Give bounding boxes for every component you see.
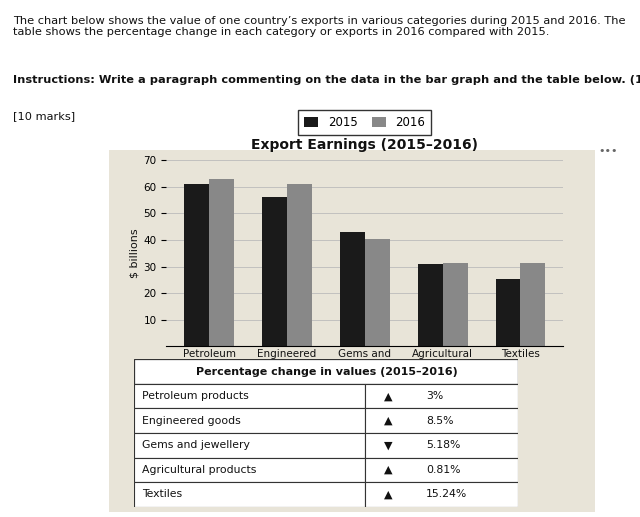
Legend: 2015, 2016: 2015, 2016 <box>298 110 431 135</box>
Text: The chart below shows the value of one country’s exports in various categories d: The chart below shows the value of one c… <box>13 16 625 37</box>
FancyBboxPatch shape <box>134 433 365 458</box>
Bar <box>209 179 234 346</box>
Text: Agricultural products: Agricultural products <box>142 465 257 475</box>
Bar <box>340 232 365 346</box>
FancyBboxPatch shape <box>134 359 518 384</box>
Bar <box>520 263 545 346</box>
Text: 3%: 3% <box>426 391 444 401</box>
FancyBboxPatch shape <box>134 482 365 507</box>
Text: Instructions: Write a paragraph commenting on the data in the bar graph and the : Instructions: Write a paragraph commenti… <box>13 75 640 85</box>
Bar <box>443 263 467 346</box>
FancyBboxPatch shape <box>365 458 518 482</box>
X-axis label: Product Category: Product Category <box>303 379 426 392</box>
Bar <box>262 197 287 346</box>
Text: ▼: ▼ <box>384 440 392 450</box>
FancyBboxPatch shape <box>365 433 518 458</box>
Text: ▲: ▲ <box>384 416 392 425</box>
Text: Petroleum products: Petroleum products <box>142 391 249 401</box>
FancyBboxPatch shape <box>365 384 518 408</box>
Text: 8.5%: 8.5% <box>426 416 454 425</box>
Text: Gems and jewellery: Gems and jewellery <box>142 440 250 450</box>
Bar <box>184 184 209 346</box>
Text: 5.18%: 5.18% <box>426 440 461 450</box>
Text: ▲: ▲ <box>384 391 392 401</box>
Text: •••: ••• <box>598 146 618 156</box>
FancyBboxPatch shape <box>365 482 518 507</box>
Text: 0.81%: 0.81% <box>426 465 461 475</box>
Bar <box>287 184 312 346</box>
Text: ▲: ▲ <box>384 490 392 499</box>
FancyBboxPatch shape <box>134 408 365 433</box>
Bar <box>365 239 390 346</box>
Bar <box>418 264 443 346</box>
FancyBboxPatch shape <box>134 458 365 482</box>
Text: Engineered goods: Engineered goods <box>142 416 241 425</box>
Y-axis label: $ billions: $ billions <box>129 229 140 278</box>
FancyBboxPatch shape <box>365 408 518 433</box>
Text: Percentage change in values (2015–2016): Percentage change in values (2015–2016) <box>196 367 457 376</box>
Text: Textiles: Textiles <box>142 490 182 499</box>
Text: ▲: ▲ <box>384 465 392 475</box>
Title: Export Earnings (2015–2016): Export Earnings (2015–2016) <box>252 138 478 152</box>
Text: [10 marks]: [10 marks] <box>13 111 75 121</box>
Bar <box>495 279 520 346</box>
FancyBboxPatch shape <box>134 384 365 408</box>
Text: 15.24%: 15.24% <box>426 490 467 499</box>
